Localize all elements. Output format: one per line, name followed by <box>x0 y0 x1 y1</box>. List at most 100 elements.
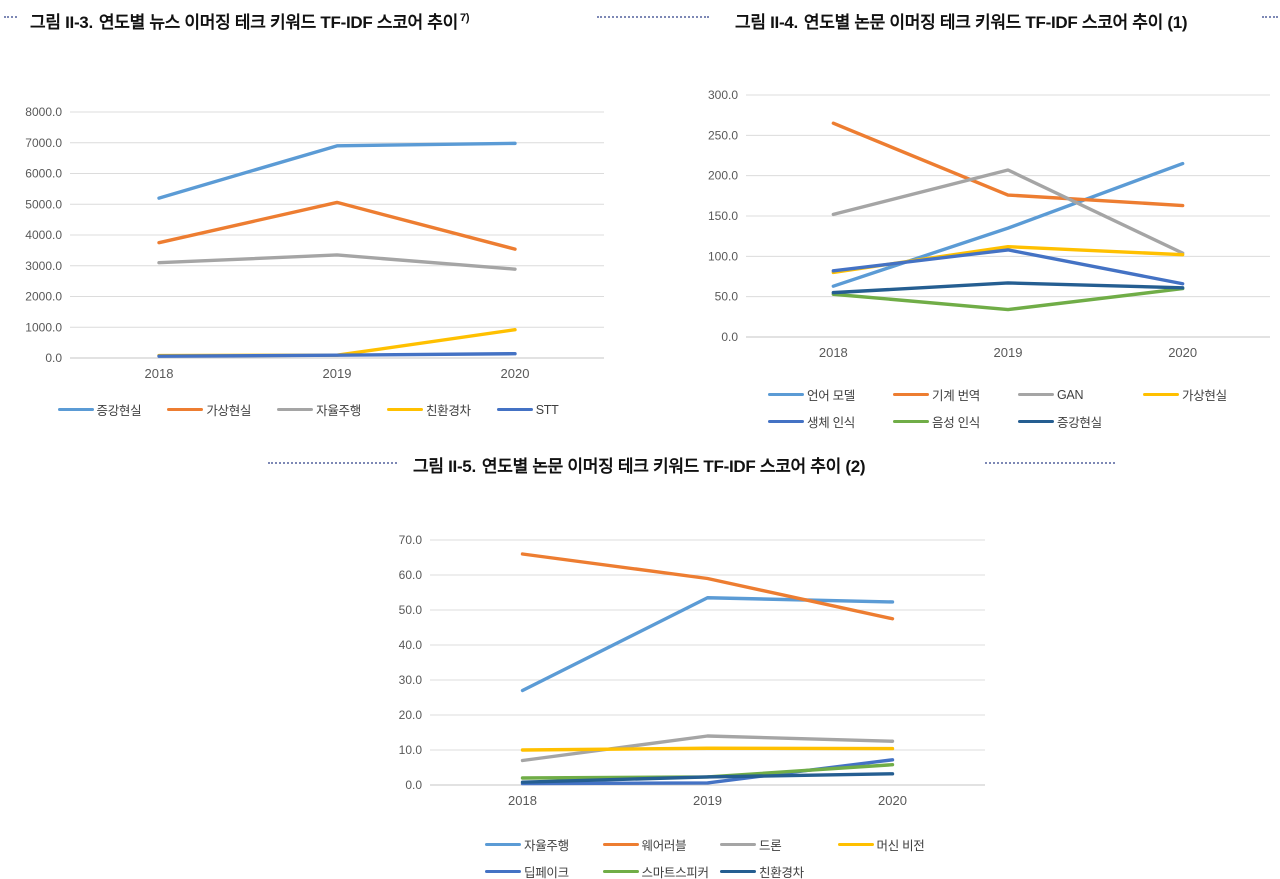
series-line <box>157 328 517 358</box>
line-chart-paper-tfidf-2: 0.0 10.0 20.0 30.0 40.0 50.0 60.0 70.0 2018 2019 2… <box>399 533 985 808</box>
legend-label: 가상현실 <box>206 404 252 418</box>
series-line <box>520 772 895 784</box>
x-tick-label: 2020 <box>1168 345 1197 360</box>
legend-item: STT <box>496 400 559 419</box>
series-line <box>157 200 517 251</box>
y-tick-label: 8000.0 <box>25 105 62 119</box>
x-tick-label: 2018 <box>819 345 848 360</box>
y-tick-label: 0.0 <box>405 778 422 792</box>
legend-item: 자율주행 <box>277 400 361 419</box>
x-tick-label: 2019 <box>994 345 1023 360</box>
series-line <box>157 253 517 271</box>
y-tick-label: 7000.0 <box>25 136 62 150</box>
y-tick-label: 200.0 <box>708 169 738 183</box>
legend-swatch <box>1018 392 1054 397</box>
y-tick-label: 60.0 <box>399 568 423 582</box>
x-tick-label: 2019 <box>323 366 352 381</box>
legend-label: 친환경차 <box>759 866 804 879</box>
legend-swatch <box>1018 419 1054 424</box>
legend-item: 친환경차 <box>720 862 838 879</box>
y-tick-label: 20.0 <box>399 708 423 722</box>
legend-swatch <box>496 407 533 412</box>
dotted-separator <box>4 16 17 18</box>
x-tick-label: 2019 <box>693 793 722 808</box>
legend-swatch <box>893 392 929 397</box>
legend-swatch <box>485 869 521 874</box>
legend-item: 증강현실 <box>57 400 142 419</box>
chart-legend: 증강현실 가상현실 자율주행 친환경차 STT <box>8 400 608 419</box>
figure-title-text: 연도별 논문 이머징 테크 키워드 TF-IDF 스코어 추이 (1) <box>803 13 1188 32</box>
legend-item: 가상현실 <box>1143 385 1268 404</box>
x-tick-label: 2018 <box>145 366 174 381</box>
legend-swatch <box>720 842 756 847</box>
figure-title-II-3: 그림 II-3. 연도별 뉴스 이머징 테크 키워드 TF-IDF 스코어 추이 7… <box>30 8 469 33</box>
legend-label: 기계 번역 <box>932 389 980 403</box>
y-tick-label: 0.0 <box>45 351 62 365</box>
line-chart-paper-tfidf-1: 0.0 50.0 100.0 150.0 200.0 250.0 300.0 2018 2019… <box>708 88 1270 360</box>
y-tick-label: 0.0 <box>721 330 738 344</box>
legend-item: 스마트스피커 <box>602 862 721 879</box>
y-tick-label: 50.0 <box>715 290 739 304</box>
legend-label: 자율주행 <box>316 404 361 418</box>
legend-swatch <box>720 869 756 874</box>
legend-label: 증강현실 <box>1057 416 1102 430</box>
legend-item: 기계 번역 <box>893 385 1018 404</box>
line-chart-news-tfidf: 0.0 1000.0 2000.0 3000.0 4000.0 5000.0 6000.0 7… <box>25 105 604 381</box>
y-tick-label: 250.0 <box>708 128 738 142</box>
legend-item: 딥페이크 <box>485 862 603 879</box>
legend-swatch <box>837 842 874 847</box>
legend-label: GAN <box>1057 387 1084 402</box>
legend-label: 딥페이크 <box>524 866 569 879</box>
chart-block-paper-tfidf-2: 0.0 10.0 20.0 30.0 40.0 50.0 60.0 70.0 2018 2019 2… <box>380 515 990 879</box>
y-tick-label: 5000.0 <box>25 197 62 211</box>
legend-swatch <box>57 407 94 412</box>
dotted-separator <box>985 462 1115 464</box>
legend-swatch <box>167 407 204 412</box>
legend-label: 드론 <box>759 839 782 853</box>
legend-swatch <box>768 392 804 397</box>
legend-swatch <box>277 407 314 412</box>
legend-label: 친환경차 <box>425 404 471 418</box>
y-tick-label: 10.0 <box>399 743 423 757</box>
legend-item: 드론 <box>720 835 838 854</box>
legend-label: 가상현실 <box>1182 389 1227 403</box>
series-line <box>831 161 1185 288</box>
legend-item: 언어 모델 <box>768 385 893 404</box>
legend-item: 머신 비전 <box>837 835 956 854</box>
x-tick-label: 2020 <box>501 366 530 381</box>
figure-label: 그림 II-3. <box>30 13 93 32</box>
series-line <box>520 746 895 752</box>
figure-superscript: 7) <box>460 12 470 25</box>
figure-title-text: 연도별 논문 이머징 테크 키워드 TF-IDF 스코어 추이 (2) <box>481 457 866 476</box>
legend-label: 자율주행 <box>524 839 569 853</box>
legend-swatch <box>485 842 521 847</box>
y-tick-label: 50.0 <box>399 603 423 617</box>
y-tick-label: 100.0 <box>708 249 738 263</box>
chart-block-paper-tfidf-1: 0.0 50.0 100.0 150.0 200.0 250.0 300.0 2018 2019… <box>690 80 1278 431</box>
y-tick-label: 40.0 <box>399 638 423 652</box>
legend-item: GAN <box>1018 385 1143 404</box>
y-tick-label: 6000.0 <box>25 167 62 181</box>
legend-swatch <box>1143 392 1179 397</box>
legend-item: 증강현실 <box>1018 412 1143 431</box>
legend-item: 웨어러블 <box>602 835 721 854</box>
legend-label: 증강현실 <box>96 404 142 418</box>
figure-label: 그림 II-4. <box>735 13 798 32</box>
series-line <box>157 351 517 358</box>
legend-label: 언어 모델 <box>807 389 855 403</box>
figure-label: 그림 II-5. <box>413 457 476 476</box>
y-tick-label: 150.0 <box>708 209 738 223</box>
legend-label: 웨어러블 <box>641 839 687 853</box>
legend-swatch <box>386 407 423 412</box>
legend-item: 음성 인식 <box>893 412 1018 431</box>
y-tick-label: 3000.0 <box>25 259 62 273</box>
legend-swatch <box>893 419 929 424</box>
series-line <box>831 248 1185 286</box>
y-tick-label: 70.0 <box>399 533 423 547</box>
series-line <box>520 734 895 763</box>
y-tick-label: 300.0 <box>708 88 738 102</box>
dotted-separator <box>597 16 709 18</box>
chart-legend: 언어 모델 기계 번역 GAN 가상현실 생체 인식 음성 인식 증강현실 <box>768 385 1268 431</box>
